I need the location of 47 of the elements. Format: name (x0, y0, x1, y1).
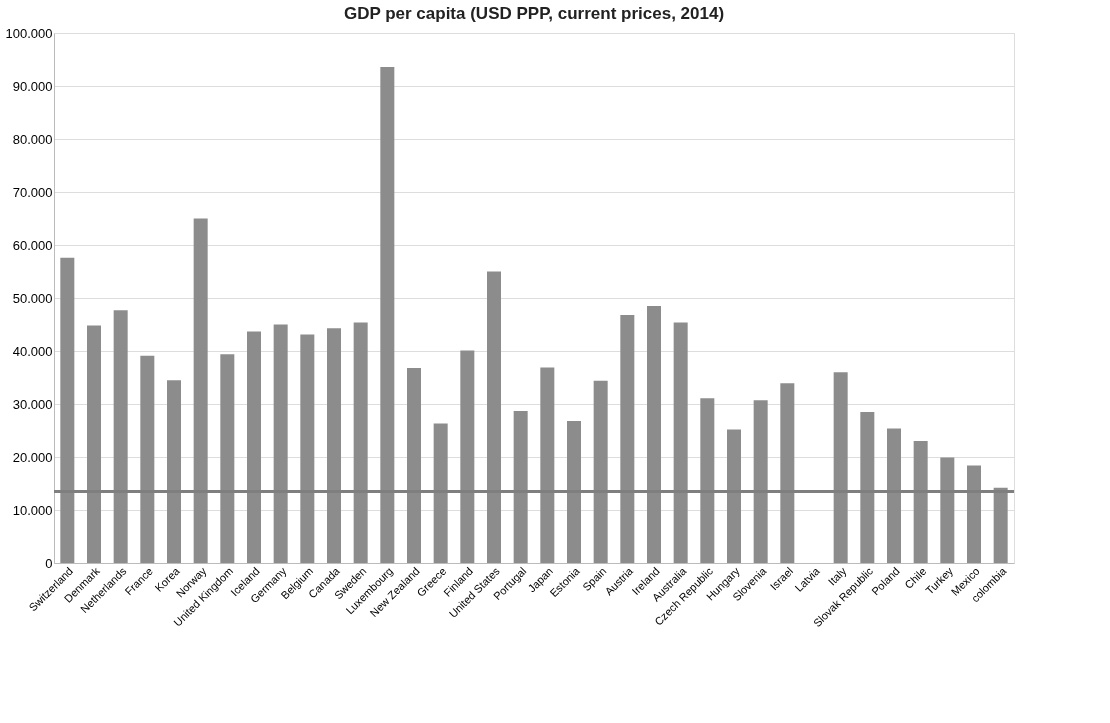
bar (993, 487, 1008, 563)
y-tick-label: 70.000 (12, 184, 53, 200)
bar (407, 367, 421, 563)
bar (247, 331, 261, 563)
y-tick-label: 100.000 (5, 25, 53, 41)
y-tick-label: 30.000 (12, 396, 53, 412)
bar (433, 423, 448, 563)
bar (353, 322, 368, 563)
chart-title: GDP per capita (USD PPP, current prices, 2014) (343, 4, 725, 23)
y-tick-label: 40.000 (12, 343, 53, 359)
bar (273, 324, 288, 563)
bar (513, 410, 528, 563)
y-tick-label: 80.000 (12, 131, 53, 147)
bar (487, 271, 501, 563)
bar (60, 257, 75, 563)
bar (860, 411, 875, 563)
bar (913, 441, 928, 563)
bar (647, 305, 661, 563)
bar (300, 334, 315, 563)
y-tick-label: 60.000 (12, 237, 53, 253)
bar (140, 355, 155, 563)
bar (753, 400, 768, 563)
bar (87, 325, 101, 563)
bar (967, 465, 981, 563)
bar (327, 328, 341, 563)
bar (220, 354, 235, 563)
bar (380, 66, 395, 563)
bar (727, 429, 741, 563)
y-tick-label: 10.000 (12, 502, 53, 518)
bar (593, 380, 608, 563)
y-tick-label: 50.000 (12, 290, 53, 306)
y-tick-label: 0 (45, 555, 53, 571)
bar (567, 420, 581, 563)
y-tick-label: 90.000 (12, 78, 53, 94)
bar (620, 314, 635, 563)
bar (460, 350, 475, 563)
bar (673, 322, 688, 563)
bar (833, 372, 848, 563)
bar (167, 380, 181, 563)
bar (113, 310, 128, 563)
bar (700, 398, 715, 563)
bar (193, 218, 208, 563)
y-tick-label: 20.000 (12, 449, 53, 465)
bar (780, 383, 795, 563)
bar (540, 367, 555, 563)
bar (940, 457, 955, 563)
bar (887, 428, 901, 563)
